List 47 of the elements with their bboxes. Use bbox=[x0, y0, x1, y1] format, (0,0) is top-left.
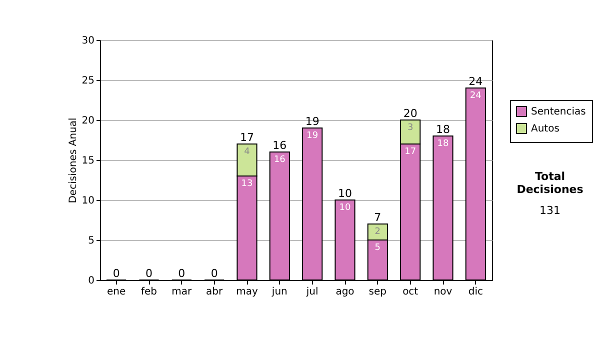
total-label: 7 bbox=[374, 211, 382, 224]
total-label: 20 bbox=[403, 107, 418, 120]
data-label: 19 bbox=[306, 131, 318, 141]
x-tick-label: feb bbox=[140, 286, 158, 298]
total-label: 16 bbox=[272, 139, 287, 152]
total-label: 0 bbox=[146, 267, 152, 280]
data-label: 5 bbox=[374, 243, 381, 253]
x-tick-label: dic bbox=[468, 286, 483, 298]
y-tick-label: 15 bbox=[82, 156, 94, 166]
data-label: 2 bbox=[374, 227, 381, 237]
y-tick-label: 30 bbox=[82, 36, 94, 46]
y-tick-label: 20 bbox=[82, 116, 94, 126]
x-tick-label: may bbox=[236, 286, 258, 298]
total-label: 24 bbox=[468, 75, 483, 88]
x-tick-label: mar bbox=[172, 286, 193, 298]
x-tick-label: sep bbox=[368, 286, 387, 298]
y-tick-label: 0 bbox=[88, 276, 94, 286]
total-label: 0 bbox=[112, 267, 120, 280]
total-label: 0 bbox=[178, 267, 186, 280]
text: Total Decisiones bbox=[516, 170, 584, 196]
data-label: 17 bbox=[404, 147, 416, 157]
legend-label: Autos bbox=[531, 124, 560, 134]
y-axis-title: Decisiones Anual bbox=[68, 118, 79, 204]
data-label: 3 bbox=[407, 123, 414, 133]
data-label: 4 bbox=[244, 147, 250, 157]
text: 131 bbox=[538, 204, 562, 217]
data-label: 10 bbox=[339, 203, 351, 213]
x-tick-label: jul bbox=[305, 286, 318, 298]
x-tick-label: ene bbox=[107, 286, 126, 298]
legend-label: Sentencias bbox=[531, 106, 586, 118]
data-label: 18 bbox=[437, 139, 449, 149]
total-label: 18 bbox=[436, 123, 450, 136]
x-tick-label: abr bbox=[206, 286, 224, 298]
x-tick-label: jun bbox=[270, 286, 288, 298]
data-label: 16 bbox=[274, 155, 286, 165]
total-label: 17 bbox=[240, 131, 254, 144]
total-label: 19 bbox=[305, 115, 320, 128]
y-tick-label: 10 bbox=[82, 196, 94, 206]
y-tick-label: 25 bbox=[82, 76, 94, 86]
total-label: 10 bbox=[338, 187, 352, 200]
x-tick-label: oct bbox=[402, 286, 418, 298]
total-label: 0 bbox=[210, 267, 218, 280]
data-label: 13 bbox=[241, 179, 253, 189]
data-label: 24 bbox=[470, 91, 482, 101]
x-tick-label: nov bbox=[434, 286, 452, 298]
x-tick-label: ago bbox=[336, 286, 354, 298]
y-tick-label: 5 bbox=[88, 236, 94, 246]
